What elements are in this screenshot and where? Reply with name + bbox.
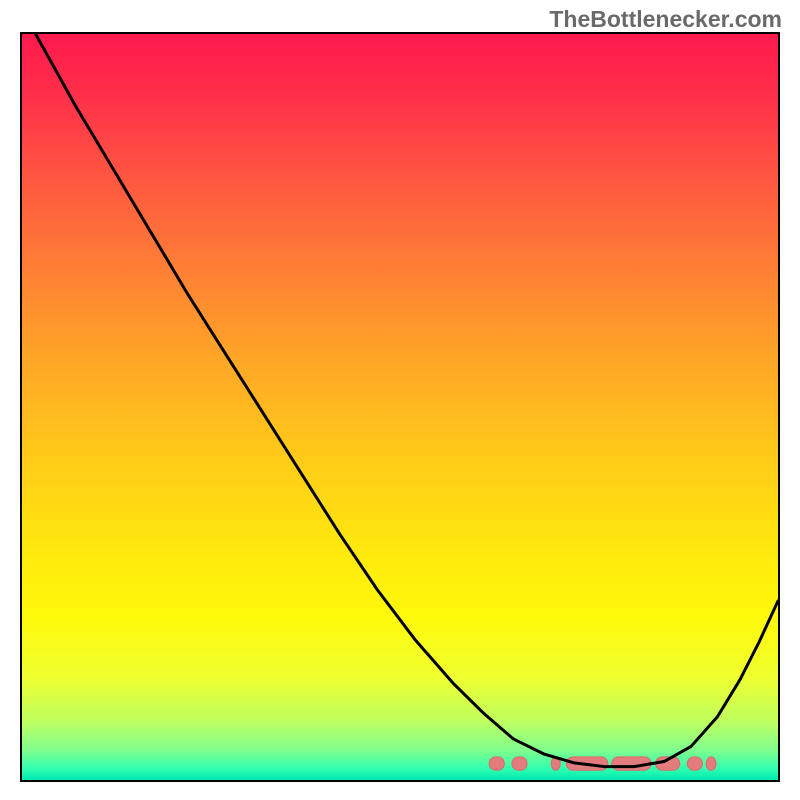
bottom-markers-group (489, 757, 716, 770)
watermark-text: TheBottlenecker.com (549, 6, 782, 33)
bottom-marker (512, 757, 527, 770)
curve-layer (22, 34, 778, 780)
bottom-marker (706, 757, 716, 770)
bottom-marker (687, 757, 702, 770)
bottleneck-curve (36, 34, 778, 767)
bottom-marker (489, 757, 504, 770)
chart-container: TheBottlenecker.com (0, 0, 800, 800)
plot-area (20, 32, 780, 782)
